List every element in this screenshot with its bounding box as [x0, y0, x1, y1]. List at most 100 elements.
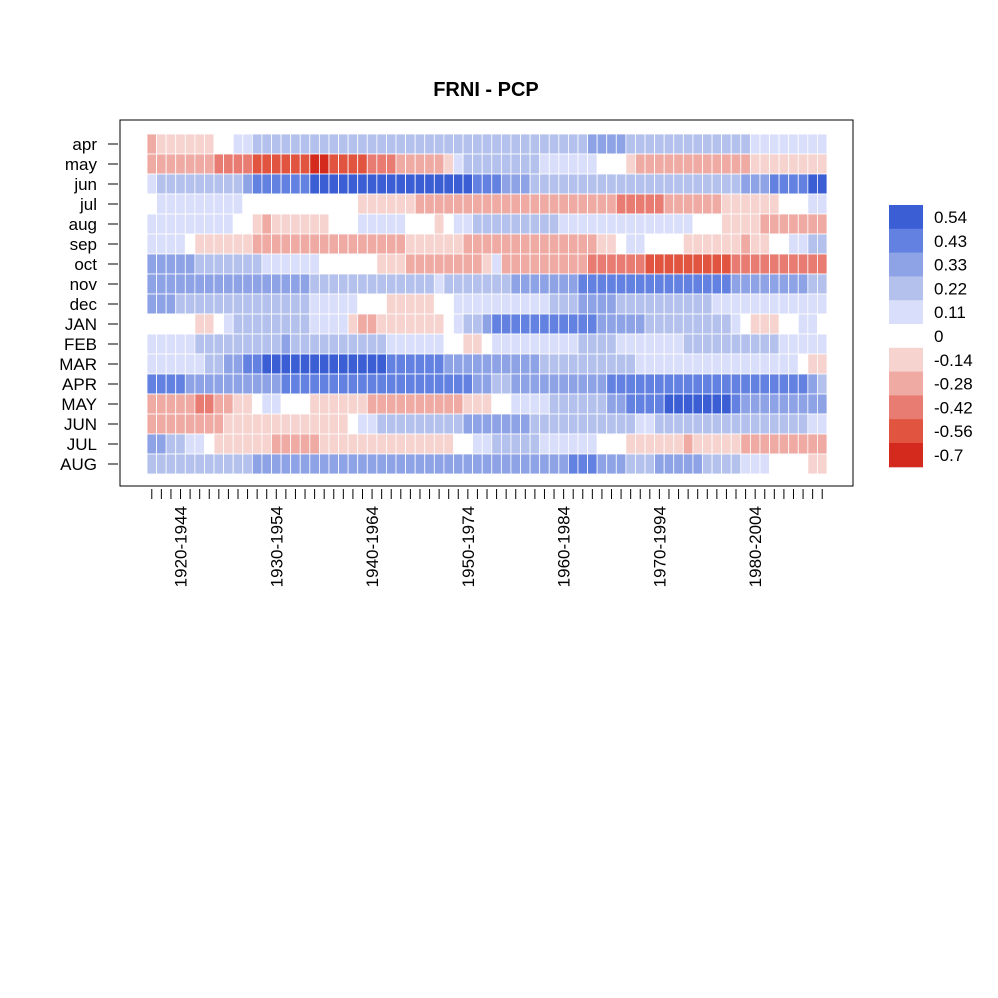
heatmap-cell	[271, 413, 282, 435]
heatmap-cell	[692, 373, 703, 395]
heatmap-cell	[175, 193, 186, 215]
heatmap-cell	[587, 433, 598, 455]
heatmap-cell	[749, 233, 761, 255]
heatmap-cell	[730, 393, 742, 415]
heatmap-cell	[587, 353, 598, 375]
heatmap-cell	[357, 213, 368, 235]
heatmap-cell	[481, 293, 493, 315]
heatmap-cell	[644, 433, 656, 455]
heatmap-cell	[615, 153, 627, 175]
heatmap-cell	[491, 133, 502, 155]
heatmap-cell	[692, 453, 703, 475]
heatmap-cell	[817, 213, 828, 235]
row-labels: aprmayjunjulaugsepoctnovdecJANFEBMARAPRM…	[59, 135, 118, 474]
heatmap-cell	[357, 273, 368, 295]
heatmap-cell	[702, 313, 713, 335]
heatmap-cell	[673, 353, 684, 375]
heatmap-cell	[817, 273, 828, 295]
heatmap-cell	[357, 233, 368, 255]
heatmap-cell	[242, 433, 253, 455]
heatmap-cell	[692, 353, 703, 375]
heatmap-cell	[299, 193, 311, 215]
heatmap-cell	[213, 413, 225, 435]
heatmap-cell	[797, 413, 809, 435]
heatmap-cell	[414, 273, 426, 295]
heatmap-cell	[472, 433, 483, 455]
heatmap-cell	[424, 413, 435, 435]
heatmap-cell	[663, 353, 675, 375]
heatmap-cell	[548, 313, 560, 335]
heatmap-cell	[424, 133, 435, 155]
heatmap-cell	[386, 173, 397, 195]
heatmap-cell	[587, 153, 598, 175]
heatmap-cell	[730, 273, 742, 295]
heatmap-cell	[424, 173, 435, 195]
heatmap-cell	[635, 193, 646, 215]
heatmap-cell	[433, 213, 445, 235]
x-tick-label: 1950-1974	[459, 506, 478, 587]
heatmap-cell	[500, 393, 512, 415]
heatmap-cell	[635, 353, 646, 375]
heatmap-cell	[146, 413, 157, 435]
heatmap-cell	[357, 373, 368, 395]
heatmap-cell	[635, 153, 646, 175]
heatmap-cell	[347, 353, 359, 375]
heatmap-cell	[606, 393, 617, 415]
heatmap-cell	[596, 233, 608, 255]
heatmap-cell	[204, 273, 215, 295]
heatmap-cell	[558, 413, 569, 435]
heatmap-cell	[395, 153, 406, 175]
heatmap-cell	[558, 453, 569, 475]
heatmap-cell	[271, 453, 282, 475]
heatmap-cell	[194, 373, 205, 395]
heatmap-cell	[682, 393, 694, 415]
heatmap-cell	[749, 373, 761, 395]
heatmap-cell	[481, 433, 493, 455]
heatmap-cell	[443, 453, 454, 475]
heatmap-cell	[682, 293, 694, 315]
heatmap-cell	[778, 233, 790, 255]
heatmap-cell	[290, 313, 301, 335]
heatmap-cell	[769, 133, 780, 155]
heatmap-cell	[558, 173, 569, 195]
heatmap-cell	[577, 313, 588, 335]
row-label: MAR	[59, 355, 97, 374]
heatmap-cell	[156, 133, 167, 155]
heatmap-cell	[433, 433, 445, 455]
heatmap-cell	[807, 253, 818, 275]
heatmap-cell	[366, 253, 378, 275]
heatmap-cell	[520, 293, 531, 315]
heatmap-cell	[673, 433, 684, 455]
legend-label: -0.42	[934, 398, 973, 417]
heatmap-cell	[328, 133, 339, 155]
heatmap-cell	[405, 173, 416, 195]
heatmap-cell	[175, 253, 186, 275]
heatmap-cell	[587, 233, 598, 255]
heatmap-cell	[692, 193, 703, 215]
heatmap-cell	[338, 353, 349, 375]
heatmap-cell	[175, 313, 186, 335]
heatmap-cell	[596, 413, 608, 435]
heatmap-cell	[242, 193, 253, 215]
heatmap-cell	[395, 293, 406, 315]
heatmap-cell	[702, 413, 713, 435]
legend-swatch	[889, 419, 923, 444]
heatmap-cell	[165, 193, 177, 215]
heatmap-cell	[357, 253, 368, 275]
heatmap-cell	[424, 373, 435, 395]
heatmap-cell	[232, 273, 244, 295]
heatmap-cell	[749, 273, 761, 295]
heatmap-cell	[740, 413, 751, 435]
heatmap-cell	[529, 273, 541, 295]
heatmap-cell	[338, 333, 349, 355]
heatmap-cell	[280, 433, 292, 455]
heatmap-cell	[682, 333, 694, 355]
heatmap-cell	[175, 373, 186, 395]
heatmap-cell	[510, 393, 521, 415]
heatmap-cell	[338, 173, 349, 195]
heatmap-cell	[749, 433, 761, 455]
x-tick-label: 1970-1994	[650, 506, 669, 587]
heatmap-cell	[759, 393, 770, 415]
heatmap-cell	[204, 453, 215, 475]
heatmap-cell	[797, 393, 809, 415]
